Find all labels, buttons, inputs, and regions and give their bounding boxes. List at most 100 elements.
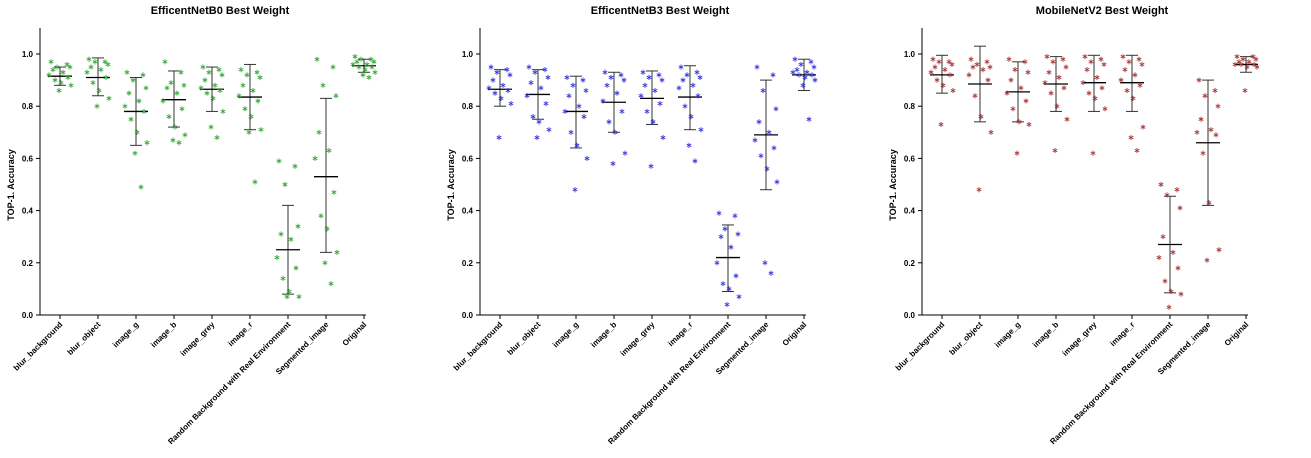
data-point xyxy=(216,67,222,73)
data-point xyxy=(612,129,618,135)
data-point xyxy=(621,77,627,83)
data-point xyxy=(68,82,74,88)
data-point xyxy=(1254,64,1260,70)
data-point xyxy=(105,61,111,68)
data-point xyxy=(1064,116,1070,122)
data-point xyxy=(162,59,168,65)
data-point xyxy=(642,82,648,88)
data-point xyxy=(583,87,589,94)
data-point xyxy=(602,69,608,75)
data-point xyxy=(208,124,214,130)
y-tick-label: 0.0 xyxy=(904,311,916,320)
y-axis-label: TOP-1. Accuracy xyxy=(888,149,898,221)
data-point xyxy=(170,137,176,143)
data-point xyxy=(543,100,549,107)
data-point xyxy=(328,281,334,287)
data-point xyxy=(212,82,218,88)
data-point xyxy=(492,90,498,96)
data-point xyxy=(1132,72,1138,78)
y-tick-label: 0.8 xyxy=(462,102,474,111)
data-point xyxy=(176,140,182,146)
data-point xyxy=(1213,132,1219,138)
data-point xyxy=(505,87,511,94)
data-point xyxy=(1008,77,1014,83)
data-point xyxy=(1216,247,1222,253)
data-point xyxy=(136,98,142,104)
data-point xyxy=(947,72,953,78)
data-point xyxy=(98,67,104,73)
data-point xyxy=(130,77,136,83)
data-point xyxy=(141,108,147,115)
panel-2: EfficentNetB3 Best Weight TOP-1. Accuracy… xyxy=(446,5,818,446)
data-point xyxy=(1063,64,1069,70)
data-point xyxy=(809,72,815,78)
data-point xyxy=(318,213,324,219)
data-point xyxy=(774,179,780,185)
data-point xyxy=(580,77,586,83)
data-point xyxy=(716,210,722,216)
data-point xyxy=(545,74,551,81)
y-tick-label: 0.0 xyxy=(462,311,474,320)
data-point xyxy=(58,80,64,86)
data-point xyxy=(1052,147,1058,154)
data-point xyxy=(296,294,302,300)
y-tick-label: 0.4 xyxy=(904,207,916,216)
data-point xyxy=(528,80,534,86)
data-point xyxy=(1232,61,1238,68)
data-point xyxy=(1240,56,1246,62)
data-point xyxy=(735,231,741,237)
data-point xyxy=(792,56,798,62)
data-point xyxy=(204,90,210,96)
data-point xyxy=(1137,82,1143,88)
data-point xyxy=(331,189,337,195)
data-point xyxy=(122,103,128,109)
data-point xyxy=(656,72,662,78)
data-point xyxy=(160,98,166,104)
data-point xyxy=(538,85,544,91)
data-point xyxy=(980,67,986,73)
data-point xyxy=(1042,80,1048,86)
data-point xyxy=(534,134,540,141)
data-point xyxy=(1164,192,1170,198)
data-point xyxy=(568,129,574,135)
data-point xyxy=(1126,59,1132,65)
data-point xyxy=(726,286,732,292)
data-point xyxy=(530,114,536,120)
data-point xyxy=(936,59,942,65)
data-point xyxy=(1175,265,1181,271)
data-point xyxy=(604,82,610,88)
data-point xyxy=(526,64,532,70)
data-point xyxy=(1092,95,1098,101)
data-point xyxy=(718,234,724,240)
data-point xyxy=(773,106,779,112)
y-tick-label: 0.8 xyxy=(904,102,916,111)
x-tick-label: image_g xyxy=(551,320,580,349)
data-point xyxy=(174,90,180,96)
data-point xyxy=(1130,95,1136,101)
data-point xyxy=(258,127,264,133)
data-point xyxy=(1022,59,1028,65)
data-point xyxy=(350,61,356,68)
data-point xyxy=(320,82,326,88)
data-point xyxy=(804,69,810,75)
data-point xyxy=(134,129,140,135)
data-point xyxy=(1136,56,1142,62)
data-point xyxy=(322,260,328,266)
data-point xyxy=(295,223,301,229)
x-tick-label: image_b xyxy=(1031,320,1060,349)
data-point xyxy=(976,187,982,193)
data-point xyxy=(1124,87,1130,94)
x-tick-label: image_r xyxy=(666,320,694,348)
data-point xyxy=(584,155,590,161)
data-point xyxy=(60,69,66,75)
data-point xyxy=(572,187,578,193)
y-tick-label: 0.8 xyxy=(22,102,34,111)
data-point xyxy=(1101,61,1107,68)
data-point xyxy=(103,74,109,81)
data-point xyxy=(1158,181,1164,188)
x-tick-label: image_g xyxy=(993,320,1022,349)
data-point xyxy=(364,61,370,68)
data-point xyxy=(764,166,770,172)
